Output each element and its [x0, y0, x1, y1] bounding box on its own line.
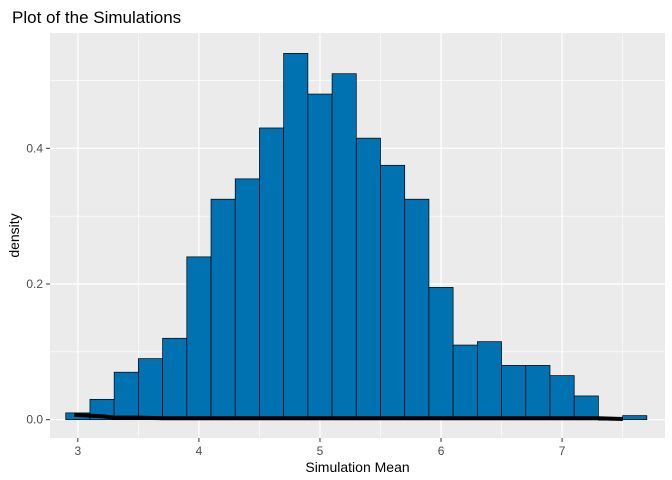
x-tick-label: 3 [75, 444, 82, 458]
histogram-bar-18 [501, 365, 527, 421]
y-axis-title: density [6, 213, 22, 257]
histogram-bar-21 [573, 395, 599, 421]
y-tick-label: 0.0 [26, 413, 43, 427]
histogram-bar-23 [622, 415, 648, 421]
histogram-bar-3 [138, 358, 163, 421]
x-tick-label: 5 [317, 444, 324, 458]
y-tick-label: 0.2 [26, 277, 43, 291]
histogram-bar-8 [259, 127, 285, 421]
histogram-bar-7 [234, 178, 260, 421]
histogram-bar-20 [549, 375, 575, 421]
histogram-bar-14 [404, 198, 430, 421]
histogram-bar-13 [380, 164, 406, 421]
chart-title: Plot of the Simulations [12, 8, 181, 27]
histogram-bar-16 [452, 344, 478, 421]
histogram-bar-6 [210, 198, 236, 421]
histogram-bar-17 [477, 341, 502, 421]
histogram-bar-11 [331, 73, 357, 421]
x-tick-label: 6 [438, 444, 445, 458]
histogram-bar-5 [186, 256, 212, 421]
histogram-bar-10 [307, 93, 333, 421]
histogram-bar-15 [428, 287, 454, 421]
x-axis-ticks: 3 4 5 6 7 [75, 438, 566, 458]
x-tick-label: 4 [196, 444, 203, 458]
histogram-bar-2 [113, 371, 139, 421]
x-axis-title: Simulation Mean [305, 459, 409, 475]
y-tick-label: 0.4 [26, 141, 43, 155]
histogram-bar-19 [525, 365, 551, 421]
histogram-bar-12 [355, 137, 381, 421]
y-axis-ticks: 0.0 0.2 0.4 [26, 141, 50, 427]
histogram-bar-9 [283, 53, 309, 421]
histogram-bars [65, 53, 648, 421]
density-curve [74, 412, 623, 421]
x-tick-label: 7 [559, 444, 566, 458]
histogram-bar-4 [162, 337, 188, 421]
